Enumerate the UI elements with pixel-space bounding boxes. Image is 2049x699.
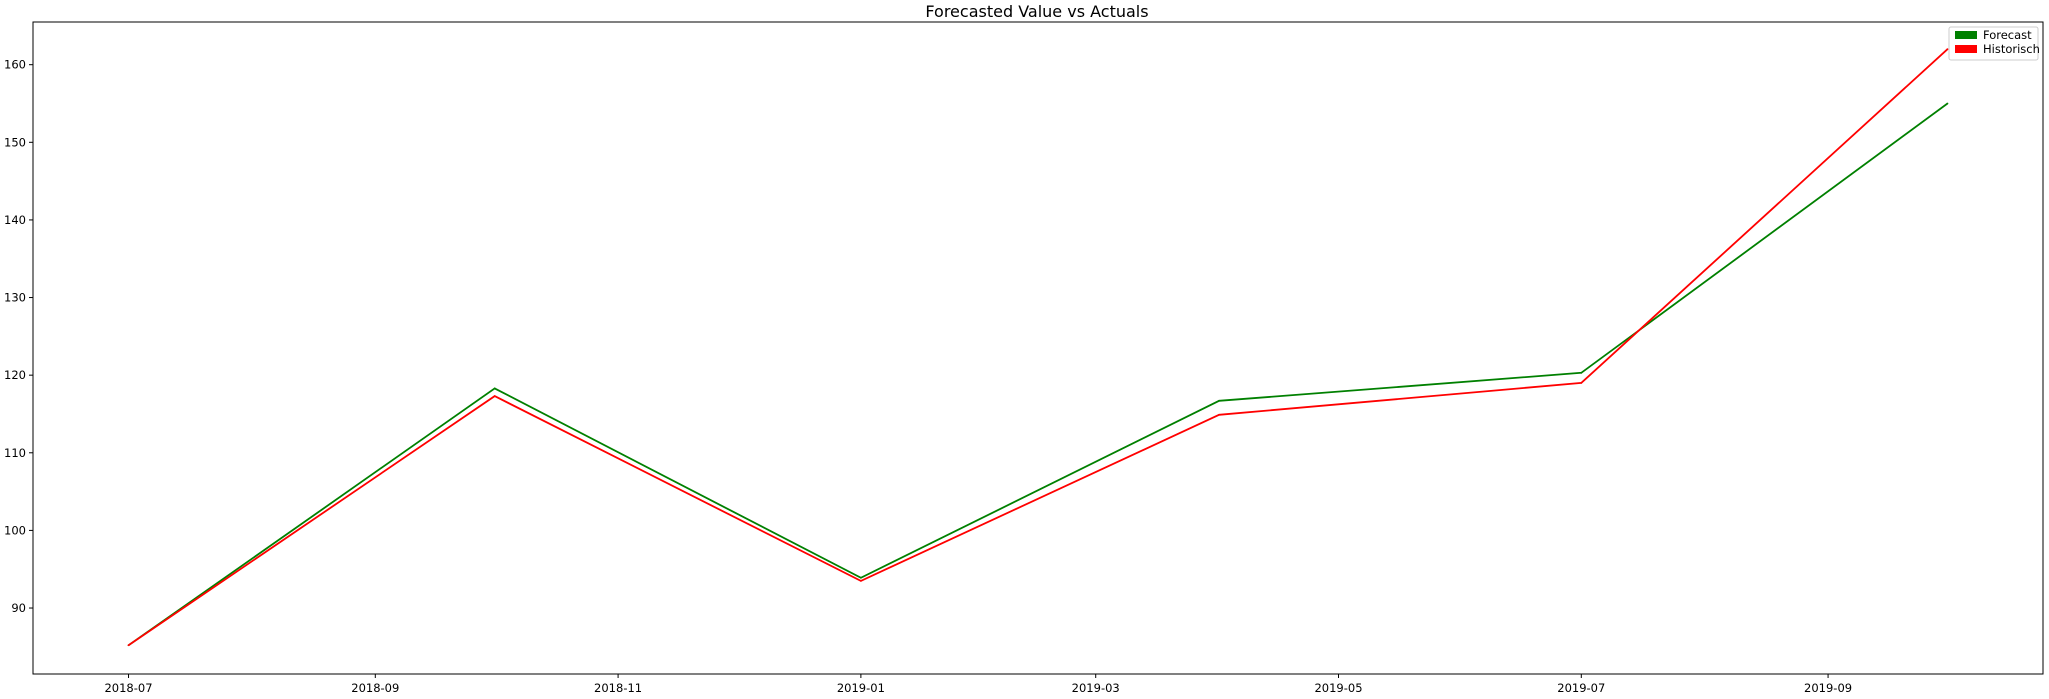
plot-area [32, 21, 2044, 675]
x-tick-label: 2018-07 [104, 681, 152, 695]
y-tick-label: 140 [4, 213, 26, 227]
x-tick-label: 2019-01 [837, 681, 885, 695]
data-point-historisch [1218, 413, 1220, 416]
y-tick-label: 150 [4, 135, 26, 149]
legend-label-forecast: Forecast [1983, 28, 2032, 42]
data-point-forecast [493, 387, 496, 390]
x-tick-label: 2018-11 [594, 681, 642, 695]
x-tick-label: 2019-07 [1557, 681, 1605, 695]
chart-title: Forecasted Value vs Actuals [925, 2, 1148, 21]
y-tick-label: 130 [4, 291, 26, 305]
x-tick-label: 2019-05 [1314, 681, 1362, 695]
x-tick-label: 2019-09 [1804, 681, 1852, 695]
data-point-forecast [1946, 102, 1949, 105]
data-point-forecast [1580, 371, 1583, 374]
data-point-forecast [859, 576, 862, 579]
y-tick-label: 90 [11, 601, 26, 615]
data-point-forecast [1218, 399, 1220, 402]
series-line-forecast [127, 102, 1949, 647]
legend-swatch-historisch [1955, 45, 1977, 53]
series-line-historisch [127, 48, 1949, 647]
y-axis: 90 100 110 120 130 140 150 160 [4, 58, 33, 615]
x-tick-label: 2018-09 [351, 681, 399, 695]
y-tick-label: 160 [4, 58, 26, 72]
data-point-historisch [493, 395, 496, 398]
legend-swatch-forecast [1955, 31, 1977, 39]
y-tick-label: 110 [4, 446, 26, 460]
series-layer [127, 48, 1949, 647]
x-axis: 2018-07 2018-09 2018-11 2019-01 2019-03 2019-… [104, 674, 1852, 695]
data-point-historisch [127, 644, 130, 647]
legend-label-historisch: Historisch [1983, 42, 2040, 56]
x-tick-label: 2019-03 [1072, 681, 1120, 695]
data-point-historisch [1580, 382, 1583, 384]
data-point-historisch [859, 579, 862, 582]
y-tick-label: 120 [4, 368, 26, 382]
y-tick-label: 100 [4, 523, 26, 537]
data-point-historisch [1946, 48, 1949, 51]
